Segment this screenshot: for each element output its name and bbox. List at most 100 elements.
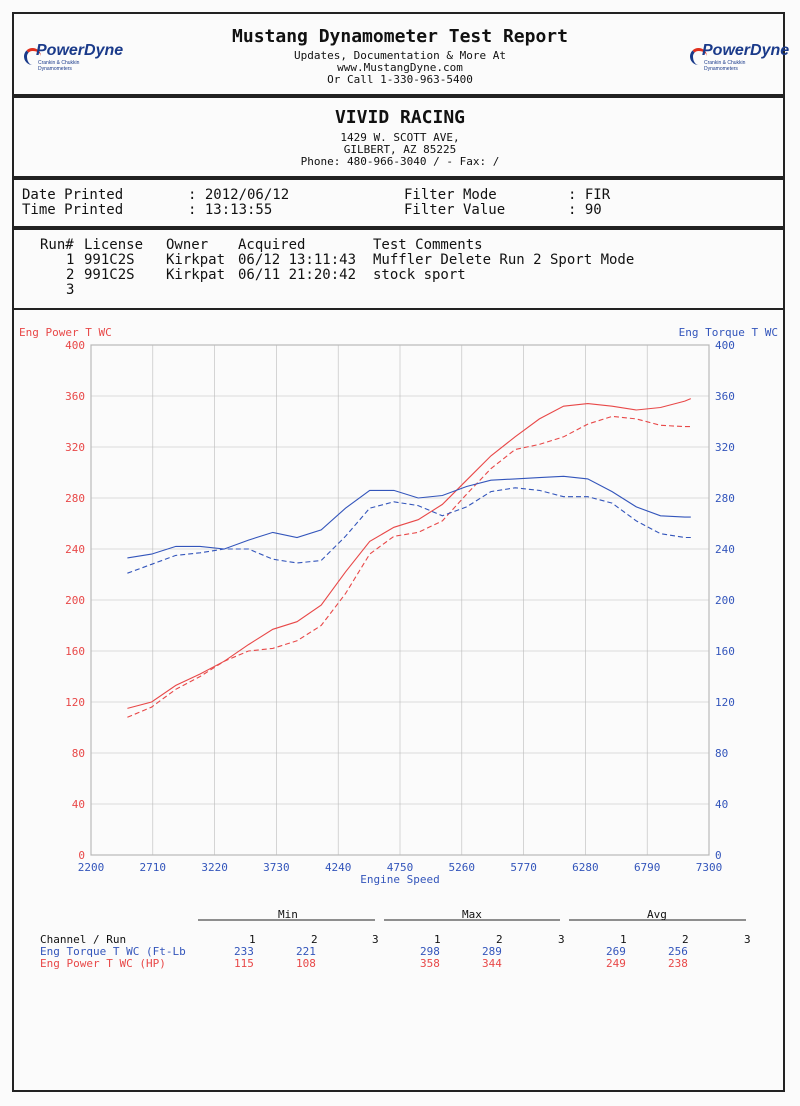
- filter-value-label: Filter Value: [404, 202, 506, 218]
- y-tick-label-left: 40: [72, 798, 85, 811]
- y-tick-label-right: 200: [715, 594, 735, 607]
- y-tick-label-right: 320: [715, 441, 735, 454]
- run-number: 1: [66, 252, 75, 268]
- stats-max-value: 289: [482, 945, 502, 958]
- time-printed-label: Time Printed: [22, 202, 124, 218]
- stats-group-min: Min: [278, 908, 298, 921]
- run-owner: Kirkpat: [166, 267, 226, 283]
- stats-run-col: 1: [620, 933, 627, 946]
- stats-group-rules: [198, 919, 746, 921]
- stats-run-col: 2: [682, 933, 689, 946]
- shop-phone: Phone: 480-966-3040 / - Fax: /: [300, 155, 500, 168]
- header-box: [12, 12, 785, 96]
- y-tick-label-right: 240: [715, 543, 735, 556]
- y-tick-label-left: 120: [65, 696, 85, 709]
- stats-avg-value: 256: [668, 945, 688, 958]
- logo-arc-icon: [24, 48, 41, 65]
- shop-address: 1429 W. SCOTT AVE,: [340, 131, 460, 144]
- stats-run-col: 3: [744, 933, 751, 946]
- runs-box: [12, 228, 785, 310]
- y-tick-label-right: 280: [715, 492, 735, 505]
- x-tick-label: 3730: [263, 861, 290, 874]
- y-tick-label-left: 80: [72, 747, 85, 760]
- power-run2-line: [127, 415, 691, 718]
- y-tick-label-right: 80: [715, 747, 728, 760]
- run-number: 2: [66, 267, 75, 283]
- y-tick-label-right: 160: [715, 645, 735, 658]
- y-tick-label-right: 400: [715, 339, 735, 352]
- header-line-3: Or Call 1-330-963-5400: [327, 73, 473, 86]
- x-tick-label: 2200: [78, 861, 105, 874]
- y-axis-left-label: Eng Power T WC: [19, 326, 112, 339]
- y-tick-label-left: 280: [65, 492, 85, 505]
- logo-tagline: Crankin & Chukkin Dynamometers: [38, 60, 80, 72]
- header-line-2: www.MustangDyne.com: [337, 61, 463, 74]
- stats-row-label: Eng Torque T WC (Ft-Lb: [40, 945, 186, 958]
- y-tick-label-right: 0: [715, 849, 722, 862]
- x-tick-label: 6790: [634, 861, 661, 874]
- logo-arc-icon: [690, 48, 707, 65]
- y-tick-label-left: 240: [65, 543, 85, 556]
- x-tick-label: 7300: [696, 861, 723, 874]
- date-printed-label: Date Printed: [22, 187, 124, 203]
- y-tick-label-left: 0: [78, 849, 85, 862]
- filter-value-value: : 90: [568, 202, 602, 218]
- run-acquired: 06/12 13:11:43: [238, 252, 357, 268]
- torque-run2-line: [127, 487, 691, 574]
- stats-max-value: 344: [482, 957, 502, 970]
- stats-run-col: 3: [372, 933, 379, 946]
- series-lines: [127, 398, 692, 718]
- stats-avg-value: 249: [606, 957, 626, 970]
- powerdyne-logo-left: PowerDyne Crankin & Chukkin Dynamometers: [24, 42, 123, 72]
- stats-min-value: 233: [234, 945, 254, 958]
- run-comment: Muffler Delete Run 2 Sport Mode: [373, 252, 635, 268]
- axis-ticks: 2200 2710 3220 3730 4240 4750 5260 5770 6280 6790…: [65, 339, 735, 874]
- stats-channel-header: Channel / Run: [40, 933, 127, 946]
- stats-group-avg: Avg: [647, 908, 667, 921]
- y-axis-right-label: Eng Torque T WC: [679, 326, 778, 339]
- stats-min-value: 115: [234, 957, 254, 970]
- stats-row-label: Eng Power T WC (HP): [40, 957, 166, 970]
- y-tick-label-right: 40: [715, 798, 728, 811]
- run-acquired: 06/11 21:20:42: [238, 267, 357, 283]
- stats-min-value: 221: [296, 945, 316, 958]
- runs-col-header: License: [84, 237, 144, 253]
- grid-lines: [90, 344, 710, 856]
- x-tick-label: 6280: [572, 861, 599, 874]
- y-tick-label-left: 160: [65, 645, 85, 658]
- torque-run1-line: [127, 475, 691, 559]
- powerdyne-logo-right: PowerDyne Crankin & Chukkin Dynamometers: [690, 42, 789, 72]
- x-tick-label: 3220: [201, 861, 228, 874]
- stats-avg-value: 269: [606, 945, 626, 958]
- time-printed-value: : 13:13:55: [188, 202, 273, 218]
- y-tick-label-left: 400: [65, 339, 85, 352]
- run-license: 991C2S: [84, 267, 135, 283]
- stats-max-value: 358: [420, 957, 440, 970]
- runs-col-header: Run#: [40, 237, 74, 253]
- info-box: [12, 178, 785, 228]
- stats-run-col: 1: [249, 933, 256, 946]
- y-tick-label-left: 320: [65, 441, 85, 454]
- dyno-chart: Eng Power T WC Eng Torque T WC 2200 2710 3…: [19, 326, 778, 886]
- date-printed-value: : 2012/06/12: [188, 187, 290, 203]
- y-tick-label-right: 120: [715, 696, 735, 709]
- x-tick-label: 4240: [325, 861, 352, 874]
- stats-max-value: 298: [420, 945, 440, 958]
- run-number: 3: [66, 282, 75, 298]
- report-title: Mustang Dynamometer Test Report: [232, 26, 568, 47]
- stats-avg-value: 238: [668, 957, 688, 970]
- x-tick-label: 2710: [140, 861, 167, 874]
- y-tick-label-right: 360: [715, 390, 735, 403]
- stats-run-col: 2: [311, 933, 318, 946]
- stats-run-col: 2: [496, 933, 503, 946]
- stats-group-max: Max: [462, 908, 482, 921]
- logo-text: PowerDyne: [36, 42, 124, 59]
- shop-city: GILBERT, AZ 85225: [343, 143, 457, 156]
- x-tick-label: 5260: [449, 861, 476, 874]
- runs-col-header: Owner: [166, 237, 209, 253]
- logo-tagline: Crankin & Chukkin Dynamometers: [704, 60, 746, 72]
- stats-run-col: 1: [434, 933, 441, 946]
- runs-col-header: Acquired: [238, 237, 306, 253]
- shop-box: [12, 96, 785, 178]
- stats-min-value: 108: [296, 957, 316, 970]
